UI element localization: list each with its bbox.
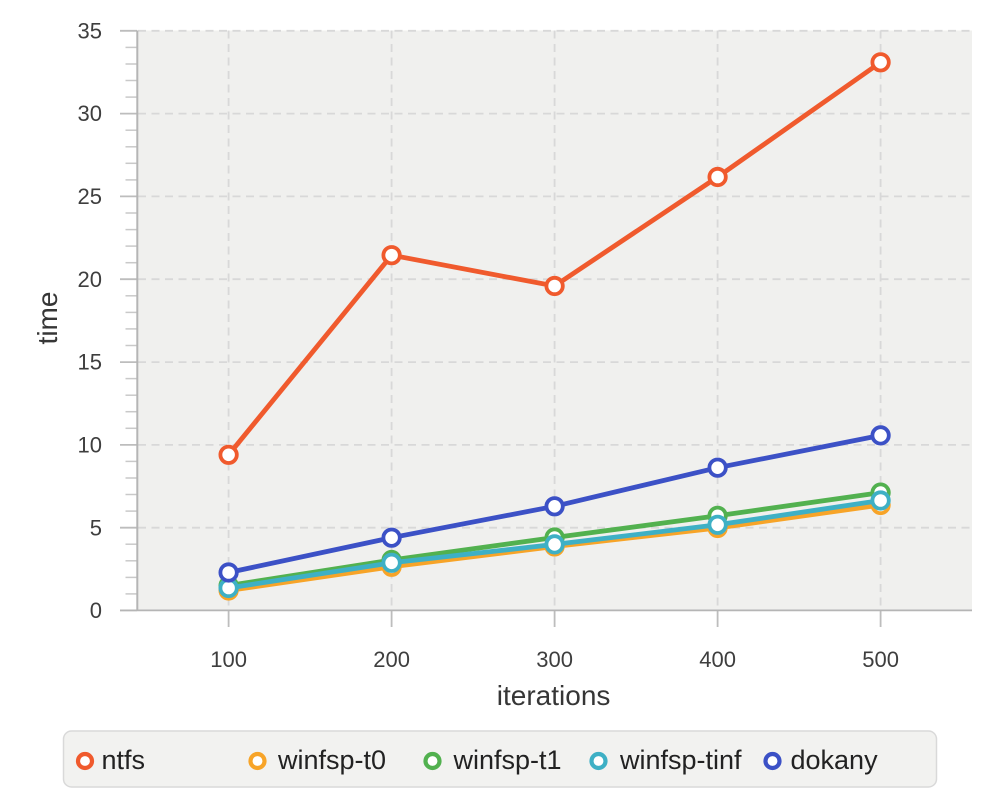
svg-text:ntfs: ntfs [102, 745, 146, 775]
svg-text:winfsp-tinf: winfsp-tinf [619, 745, 742, 775]
svg-text:300: 300 [536, 647, 573, 672]
svg-text:25: 25 [78, 184, 102, 209]
svg-text:100: 100 [210, 647, 247, 672]
svg-text:30: 30 [78, 101, 102, 126]
svg-text:0: 0 [90, 598, 102, 623]
svg-text:500: 500 [862, 647, 899, 672]
svg-text:15: 15 [78, 350, 102, 375]
svg-text:winfsp-t1: winfsp-t1 [453, 745, 562, 775]
svg-text:dokany: dokany [791, 745, 879, 775]
svg-text:winfsp-t0: winfsp-t0 [277, 745, 386, 775]
svg-text:5: 5 [90, 515, 102, 540]
svg-text:200: 200 [373, 647, 410, 672]
svg-text:10: 10 [78, 433, 102, 458]
svg-text:20: 20 [78, 267, 102, 292]
svg-text:time: time [32, 292, 63, 345]
svg-text:400: 400 [699, 647, 736, 672]
svg-text:iterations: iterations [497, 680, 611, 711]
svg-text:35: 35 [78, 18, 102, 43]
